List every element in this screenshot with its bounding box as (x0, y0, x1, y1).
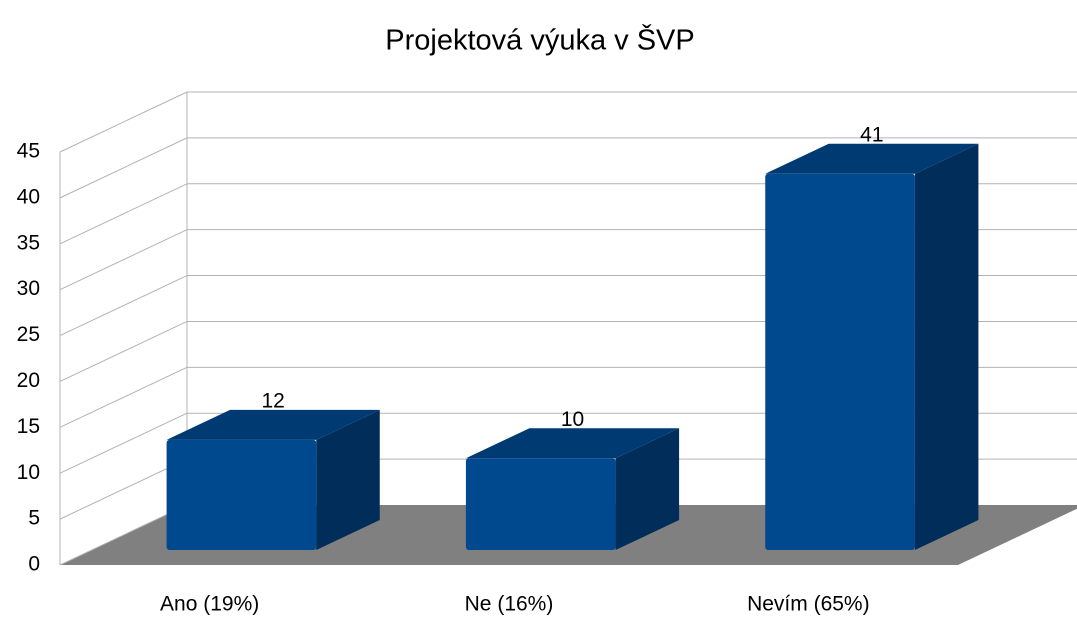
data-label: 12 (261, 389, 284, 412)
chart-title: Projektová výuka v ŠVP (385, 23, 694, 57)
y-tick-label: 45 (17, 140, 40, 163)
bar-side (914, 143, 979, 550)
y-tick-label: 20 (17, 369, 40, 392)
grid-line (59, 366, 188, 428)
grid-line (59, 458, 188, 520)
y-tick-label: 10 (17, 461, 40, 484)
y-tick-label: 25 (17, 323, 40, 346)
bar (465, 458, 616, 550)
grid-line (59, 275, 188, 337)
y-tick-label: 40 (17, 185, 40, 208)
grid-line (59, 229, 188, 291)
grid-line (59, 504, 188, 566)
bar-side (615, 428, 680, 550)
y-tick-label: 0 (28, 553, 40, 576)
bar-top (465, 428, 680, 459)
y-tick-label: 15 (17, 415, 40, 438)
x-tick-label: Nevím (65%) (747, 593, 870, 616)
y-tick-label: 35 (17, 231, 40, 254)
bar (765, 173, 915, 550)
y-tick-label: 5 (28, 507, 40, 530)
grid-line (59, 137, 188, 199)
x-tick-label: Ne (16%) (465, 593, 554, 616)
grid-line (59, 183, 188, 245)
x-tick-label: Ano (19%) (160, 593, 259, 616)
y-tick-label: 30 (17, 277, 40, 300)
bar-side (316, 409, 380, 550)
bar-top (166, 409, 380, 440)
grid-line (59, 91, 188, 153)
bar (166, 439, 317, 550)
grid-line (59, 412, 188, 474)
data-label: 10 (561, 408, 584, 431)
data-label: 41 (860, 123, 883, 146)
grid-line (59, 320, 188, 382)
bar-top (765, 143, 979, 174)
